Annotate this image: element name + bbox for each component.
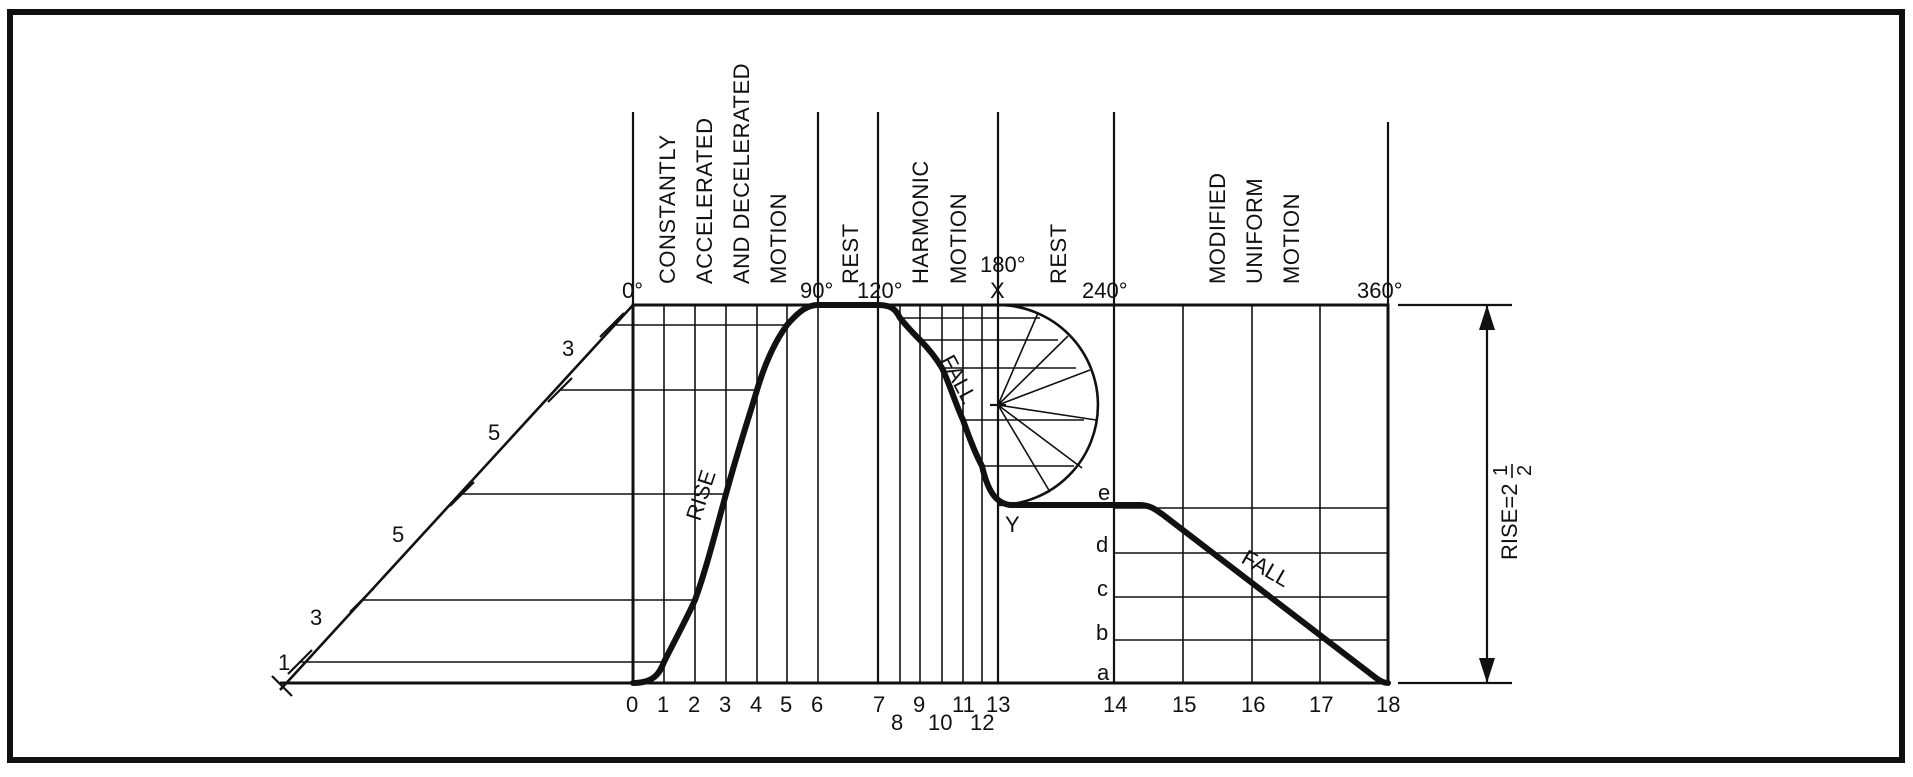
num-2: 2 <box>688 692 700 717</box>
degree-240: 240° <box>1082 278 1128 303</box>
dim-arrow-top <box>1479 305 1495 330</box>
motion1-line2: ACCELERATED <box>692 118 717 284</box>
degree-360: 360° <box>1357 278 1403 303</box>
diagonal-scale-line <box>279 304 634 691</box>
uniform-horizontals <box>1114 507 1388 641</box>
degree-0: 0° <box>622 278 643 303</box>
degree-120: 120° <box>857 278 903 303</box>
motion2-line2: MOTION <box>946 193 971 284</box>
motion3-line3: MOTION <box>1279 193 1304 284</box>
chart-box <box>631 303 1390 685</box>
harmonic-horizontals <box>900 317 1084 467</box>
dim-arrow-bottom <box>1479 658 1495 683</box>
degree-labels: 0° 90° 120° X 180° 240° 360° <box>622 252 1403 303</box>
num-10: 10 <box>928 710 952 735</box>
num-13: 13 <box>986 692 1010 717</box>
letter-a: a <box>1097 660 1110 685</box>
num-4: 4 <box>750 692 762 717</box>
rise-dim-denominator: 2 <box>1514 465 1536 476</box>
motion1-line1: CONSTANTLY <box>655 134 680 284</box>
rest1-label: REST <box>838 223 863 284</box>
rise-dim-numerator: 1 <box>1490 465 1512 476</box>
motion1-line4: MOTION <box>766 193 791 284</box>
rise-horizontals <box>300 324 787 663</box>
section-dividers <box>631 112 1390 683</box>
letter-d: d <box>1096 532 1108 557</box>
motion3-line2: UNIFORM <box>1242 178 1267 284</box>
rest2-label: REST <box>1046 223 1071 284</box>
bottom-numbers: 0 1 2 3 4 5 6 7 8 9 10 11 12 13 14 15 16… <box>626 692 1400 735</box>
y-point-label: Y <box>1005 512 1020 537</box>
fall-label-uniform: FALL <box>1238 545 1295 592</box>
uniform-verticals <box>1182 305 1321 683</box>
scale-1: 1 <box>278 650 290 675</box>
scale-3b: 3 <box>562 336 574 361</box>
motion2-line1: HARMONIC <box>908 160 933 284</box>
letter-b: b <box>1096 620 1108 645</box>
scale-5a: 5 <box>392 522 404 547</box>
scale-3a: 3 <box>310 605 322 630</box>
num-18: 18 <box>1376 692 1400 717</box>
letter-c: c <box>1097 576 1108 601</box>
scale-5b: 5 <box>488 420 500 445</box>
num-8: 8 <box>891 710 903 735</box>
motion3-line1: MODIFIED <box>1205 172 1230 284</box>
motion1-line3: AND DECELERATED <box>729 63 754 284</box>
rise-label: RISE <box>681 467 721 524</box>
num-14: 14 <box>1103 692 1127 717</box>
x-point-label: X <box>990 278 1005 303</box>
num-12: 12 <box>970 710 994 735</box>
diagonal-ticks <box>271 312 625 697</box>
letter-labels: e d c b a <box>1096 480 1110 685</box>
degree-180: 180° <box>980 252 1026 277</box>
num-16: 16 <box>1241 692 1265 717</box>
harmonic-radials <box>997 305 1097 493</box>
num-1: 1 <box>657 692 669 717</box>
rise-dimension <box>1398 303 1512 685</box>
num-5: 5 <box>780 692 792 717</box>
num-6: 6 <box>811 692 823 717</box>
num-3: 3 <box>719 692 731 717</box>
frame-border <box>7 9 1905 763</box>
harmonic-semicircle <box>997 303 1100 507</box>
scale-labels: 1 3 5 5 3 <box>278 336 574 675</box>
num-15: 15 <box>1172 692 1196 717</box>
letter-e: e <box>1098 480 1110 505</box>
num-9: 9 <box>913 692 925 717</box>
num-17: 17 <box>1309 692 1333 717</box>
num-11: 11 <box>952 692 975 717</box>
displacement-curve <box>630 302 1391 686</box>
rise-dim-text: RISE=2 <box>1497 484 1522 560</box>
num-7: 7 <box>873 692 885 717</box>
header-labels: CONSTANTLY ACCELERATED AND DECELERATED M… <box>655 63 1304 284</box>
rise-dimension-label: RISE=2 1 2 <box>1490 464 1536 560</box>
num-0: 0 <box>626 692 638 717</box>
degree-90: 90° <box>800 278 833 303</box>
